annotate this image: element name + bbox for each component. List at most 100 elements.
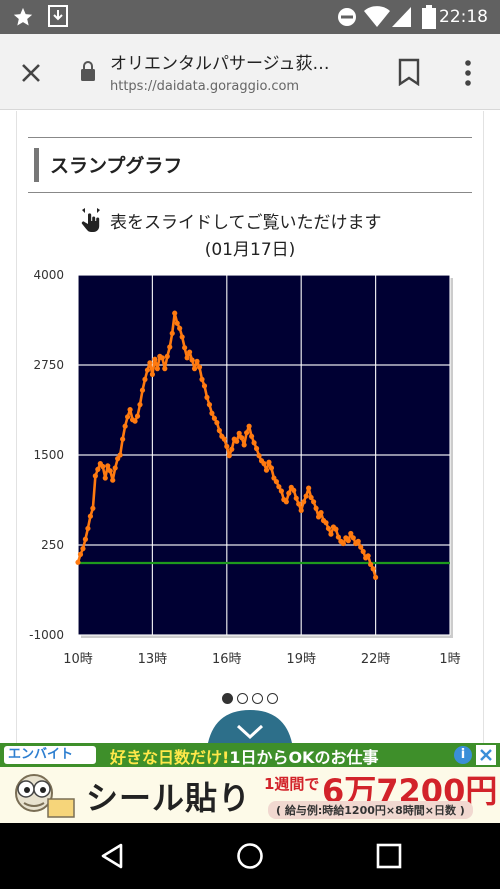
ad-top-strip: エンバイト 好きな日数だけ!1日からOKのお仕事 i — [0, 743, 500, 767]
y-tick-label: 250 — [41, 538, 64, 552]
data-point — [358, 544, 364, 550]
chart-hint-text: 表をスライドしてご覧いただけます — [110, 213, 382, 233]
data-point — [122, 423, 128, 429]
home-icon[interactable] — [235, 841, 265, 871]
ad-brand-logo: エンバイト — [4, 746, 96, 764]
data-point — [234, 438, 240, 444]
data-point — [313, 505, 319, 511]
expand-chevron-icon[interactable] — [207, 708, 293, 748]
section-accent-bar — [34, 148, 39, 182]
ad-info-icon[interactable]: i — [454, 746, 472, 764]
data-point — [80, 546, 86, 552]
recents-icon[interactable] — [374, 841, 404, 871]
data-point — [107, 468, 113, 474]
pager-dot[interactable] — [222, 693, 233, 704]
ad-headline-highlight: 好きな日数だけ! — [110, 748, 230, 767]
data-point — [132, 418, 138, 424]
x-tick-label: 1時 — [439, 652, 460, 667]
y-tick-label: 1500 — [33, 448, 64, 462]
data-point — [224, 443, 230, 449]
x-tick-label: 13時 — [138, 652, 168, 667]
y-tick-label: 2750 — [33, 358, 64, 372]
chart-pager — [0, 689, 500, 704]
data-point — [308, 494, 314, 501]
ad-close-icon[interactable] — [476, 745, 496, 765]
data-point — [226, 453, 232, 459]
data-point — [370, 566, 376, 572]
data-point — [177, 325, 183, 331]
data-point — [172, 310, 178, 316]
data-point — [127, 407, 133, 413]
data-point — [298, 507, 304, 514]
data-point — [100, 463, 106, 470]
data-point — [85, 525, 91, 532]
data-point — [335, 534, 341, 540]
data-point — [184, 355, 190, 361]
data-point — [365, 553, 371, 559]
ad-weekly-label: 1週間で — [264, 775, 320, 793]
data-point — [204, 394, 210, 400]
data-point — [117, 452, 123, 458]
data-point — [340, 540, 346, 547]
data-point — [350, 535, 356, 541]
bookmark-icon[interactable] — [396, 58, 422, 86]
more-vert-icon[interactable] — [458, 58, 478, 88]
data-point — [142, 376, 148, 382]
data-point — [95, 466, 101, 472]
chart-date: (01月17日) — [204, 240, 296, 260]
close-icon[interactable] — [14, 56, 48, 90]
data-point — [144, 367, 151, 373]
slump-graph[interactable]: 4000 2750 1500 250 -1000 10時 13時 16時 19時 22時 1時 — [0, 261, 500, 686]
data-point — [276, 484, 282, 490]
ad-headline-rest: 1日からOKのお仕事 — [229, 748, 379, 767]
data-point — [311, 499, 317, 505]
data-point — [102, 475, 108, 481]
data-point — [263, 467, 270, 473]
x-tick-label: 10時 — [63, 652, 93, 667]
sheep-mascot-icon — [15, 774, 75, 818]
data-point — [249, 433, 255, 439]
android-nav-bar — [0, 823, 500, 889]
pager-dot[interactable] — [267, 693, 278, 704]
pager-dot[interactable] — [237, 693, 248, 704]
data-point — [345, 538, 351, 544]
data-point — [139, 387, 146, 393]
data-point — [196, 364, 203, 370]
data-point — [179, 334, 185, 340]
data-point — [87, 513, 93, 519]
data-point — [306, 485, 312, 491]
data-point — [164, 353, 170, 359]
data-point — [318, 510, 324, 516]
browser-toolbar: オリエンタルパサージュ荻… https://daidata.goraggio.c… — [0, 34, 500, 110]
swipe-hand-icon — [81, 208, 100, 232]
data-point — [373, 574, 379, 580]
data-point — [90, 505, 96, 511]
dnd-icon — [338, 8, 356, 26]
data-point — [194, 358, 200, 364]
status-bar: 22:18 — [0, 0, 500, 34]
data-point — [167, 344, 173, 350]
page-url[interactable]: https://daidata.goraggio.com — [110, 79, 300, 94]
data-point — [286, 490, 292, 496]
data-point — [209, 410, 215, 416]
data-point — [182, 345, 188, 351]
data-point — [77, 551, 84, 557]
data-point — [278, 488, 284, 494]
section-title: スランプグラフ — [50, 155, 183, 177]
ad-banner[interactable]: エンバイト 好きな日数だけ!1日からOKのお仕事 i シール貼り 1週間で 6万… — [0, 743, 500, 823]
data-point — [110, 477, 116, 483]
data-point — [199, 376, 205, 382]
page-title: オリエンタルパサージュ荻… — [110, 54, 330, 74]
back-icon[interactable] — [97, 841, 127, 871]
data-point — [244, 430, 250, 436]
data-point — [239, 435, 245, 441]
data-point — [169, 330, 175, 336]
data-point — [273, 479, 279, 485]
data-point — [149, 371, 155, 377]
data-point — [291, 487, 297, 493]
data-point — [221, 436, 227, 442]
y-tick-label: 4000 — [33, 268, 64, 282]
status-time: 22:18 — [439, 7, 488, 27]
data-point — [105, 463, 111, 469]
pager-dot[interactable] — [252, 693, 263, 704]
